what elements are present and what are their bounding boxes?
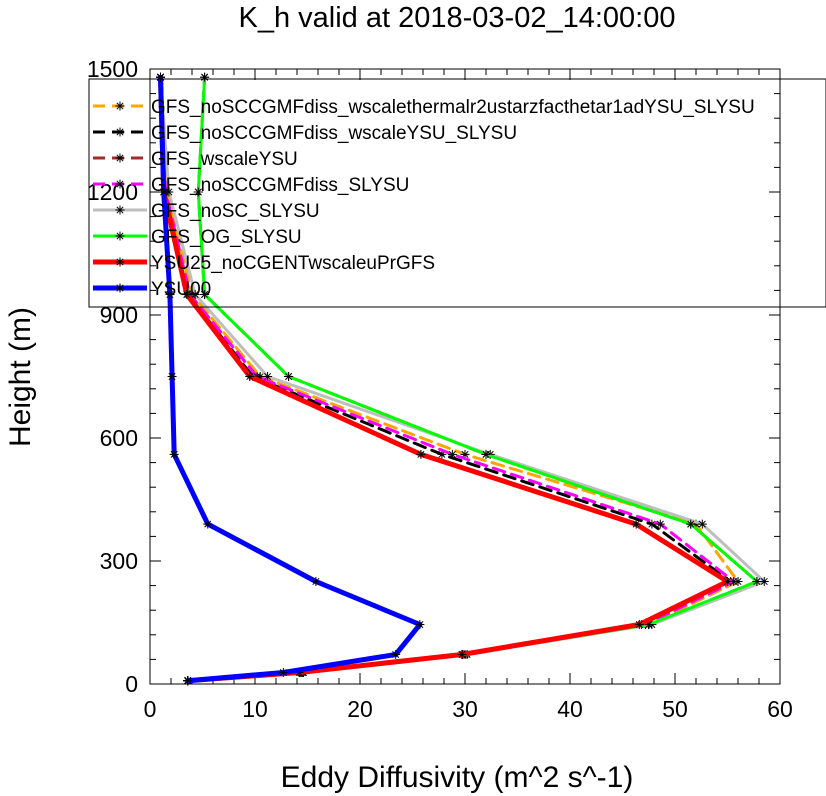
data-point (159, 187, 169, 197)
legend-entry: GFS_wscaleYSU (93, 149, 298, 170)
data-point (203, 519, 213, 529)
x-tick-label: 20 (347, 696, 373, 722)
data-point (193, 187, 203, 197)
legend-marker (115, 257, 125, 267)
legend-marker (115, 179, 125, 189)
legend-label: YSU00 (151, 279, 211, 300)
data-point (723, 577, 732, 586)
x-tick-label: 50 (662, 696, 688, 722)
data-point (457, 649, 467, 659)
data-point (391, 649, 401, 659)
plot-area (156, 72, 769, 686)
legend-entry: GFS_noSCCGMFdiss_SLYSU (93, 175, 409, 196)
legend-marker (115, 205, 125, 215)
data-point (200, 72, 210, 82)
chart-title: K_h valid at 2018-03-02_14:00:00 (239, 2, 676, 34)
x-tick-label: 40 (557, 696, 583, 722)
data-point (263, 372, 273, 381)
legend-entry: GFS_noSCCGMFdiss_wscaleYSU_SLYSU (93, 123, 517, 144)
x-tick-label: 0 (144, 696, 157, 722)
legend-entry: GFS_noSCCGMFdiss_wscalethermalr2ustarzfa… (93, 97, 755, 118)
legend-marker (115, 231, 125, 241)
y-axis-label: Height (m) (4, 307, 37, 447)
data-point (156, 72, 165, 82)
data-point (647, 519, 657, 529)
data-point (752, 577, 762, 586)
data-point (278, 668, 288, 678)
x-tick-label: 60 (767, 696, 793, 722)
data-point (245, 372, 255, 381)
legend-label: GFS_noSCCGMFdiss_SLYSU (151, 175, 409, 196)
x-axis-label: Eddy Diffusivity (m^2 s^-1) (281, 761, 634, 794)
legend-label: GFS_noSCCGMFdiss_wscaleYSU_SLYSU (151, 123, 517, 144)
data-point (311, 577, 321, 586)
y-tick-label: 600 (100, 425, 138, 451)
legend-entry: YSU25_noCGENTwscaleuPrGFS (93, 253, 435, 274)
y-tick-label: 1500 (87, 56, 138, 82)
data-point (284, 372, 294, 381)
y-tick-label: 300 (100, 548, 138, 574)
legend-label: GFS_wscaleYSU (151, 149, 298, 170)
legend-label: GFS_noSC_SLYSU (151, 201, 320, 222)
data-point (631, 519, 641, 529)
x-tick-label: 30 (452, 696, 478, 722)
data-point (415, 620, 425, 630)
data-point (416, 449, 426, 459)
data-point (165, 290, 175, 299)
data-point (167, 372, 177, 381)
legend-entry: YSU00 (93, 279, 211, 300)
data-point (447, 449, 457, 459)
legend-label: GFS_noSCCGMFdiss_wscalethermalr2ustarzfa… (151, 97, 755, 118)
data-point (655, 519, 665, 529)
y-tick-label: 0 (125, 671, 138, 697)
legend-marker (115, 127, 125, 137)
legend-label: YSU25_noCGENTwscaleuPrGFS (151, 253, 435, 274)
data-point (200, 290, 210, 299)
data-point (686, 519, 696, 529)
legend-marker (115, 101, 125, 111)
data-point (182, 290, 192, 299)
data-point (190, 290, 200, 299)
data-point (697, 519, 707, 529)
data-point (169, 449, 179, 459)
legend-entry: GFS_noSC_SLYSU (93, 201, 320, 222)
legend-marker (115, 283, 125, 293)
series-YSU00 (156, 72, 425, 686)
data-point (183, 676, 193, 686)
y-tick-label: 900 (100, 302, 138, 328)
data-point (634, 620, 644, 630)
data-point (481, 449, 491, 459)
legend: GFS_noSCCGMFdiss_wscalethermalr2ustarzfa… (88, 78, 826, 308)
legend-label: GFS_OG_SLYSU (151, 227, 302, 248)
legend-entry: GFS_OG_SLYSU (93, 227, 302, 248)
data-point (729, 577, 739, 586)
legend-box (88, 78, 826, 308)
x-tick-label: 10 (242, 696, 268, 722)
legend-marker (115, 153, 125, 163)
